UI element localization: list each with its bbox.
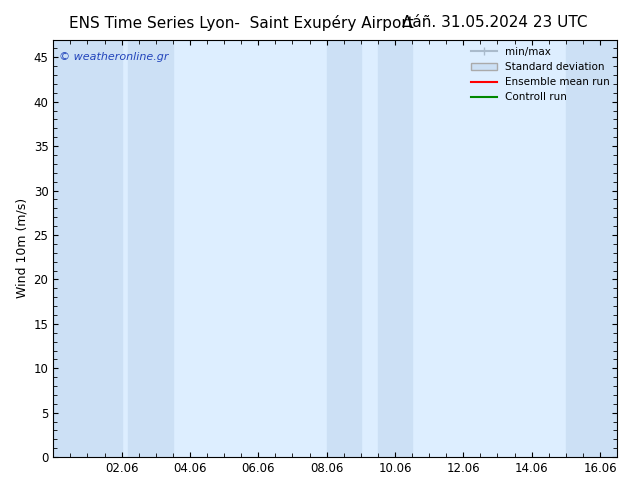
Bar [129, 40, 163, 457]
Y-axis label: Wind 10m (m/s): Wind 10m (m/s) [15, 198, 28, 298]
Bar [327, 40, 361, 457]
Bar [378, 40, 412, 457]
Bar [53, 40, 122, 457]
Text: Δáñ. 31.05.2024 23 UTC: Δáñ. 31.05.2024 23 UTC [402, 15, 587, 30]
Legend: min/max, Standard deviation, Ensemble mean run, Controll run: min/max, Standard deviation, Ensemble me… [467, 43, 614, 107]
Bar [566, 40, 617, 457]
Bar [139, 40, 173, 457]
Text: ENS Time Series Lyon-  Saint Exupéry Airport: ENS Time Series Lyon- Saint Exupéry Airp… [68, 15, 413, 31]
Text: © weatheronline.gr: © weatheronline.gr [59, 52, 169, 62]
Bar [53, 40, 105, 457]
